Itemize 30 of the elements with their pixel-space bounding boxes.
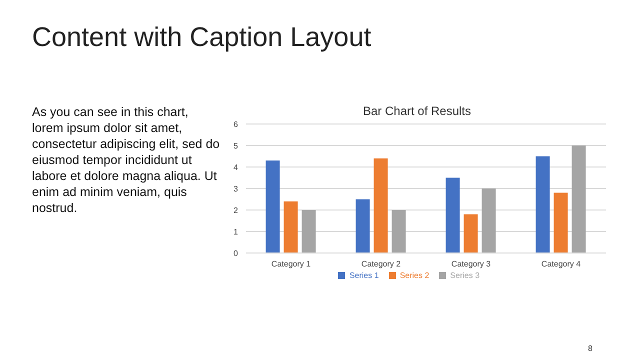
legend-label: Series 1 (349, 271, 379, 280)
bar (374, 158, 388, 253)
x-tick-label: Category 1 (271, 260, 312, 269)
y-tick-label: 2 (234, 206, 239, 215)
y-tick-label: 1 (234, 227, 239, 236)
x-tick-label: Category 4 (541, 260, 582, 269)
text: As you can see in this chart, lorem ipsum dolor sit amet, consectetur adipiscing elit, sed do eiusmod tempor incididunt ut labore et dolore magna aliqua. Ut enim ad minim veniam, quis nostrud. (32, 104, 221, 216)
bar (482, 188, 496, 253)
bar (536, 156, 550, 253)
y-tick-label: 6 (234, 120, 239, 129)
bar (392, 210, 406, 253)
legend-label: Series 2 (400, 271, 430, 280)
bar (356, 199, 370, 253)
x-tick-label: Category 3 (451, 260, 492, 269)
text: 8 (588, 344, 592, 353)
bar (446, 178, 460, 253)
y-tick-label: 5 (234, 141, 239, 150)
x-tick-label: Category 2 (361, 260, 402, 269)
y-tick-label: 3 (234, 184, 239, 194)
bar (572, 146, 586, 253)
y-tick-label: 0 (234, 248, 239, 258)
bar (302, 210, 316, 253)
text: Content with Caption Layout (32, 22, 372, 53)
chart-title: Bar Chart of Results (362, 104, 472, 118)
bar (284, 201, 298, 253)
bar (554, 192, 568, 253)
bar (464, 214, 478, 253)
y-tick-label: 4 (234, 162, 239, 172)
bar (266, 160, 280, 253)
legend-label: Series 3 (450, 271, 480, 280)
